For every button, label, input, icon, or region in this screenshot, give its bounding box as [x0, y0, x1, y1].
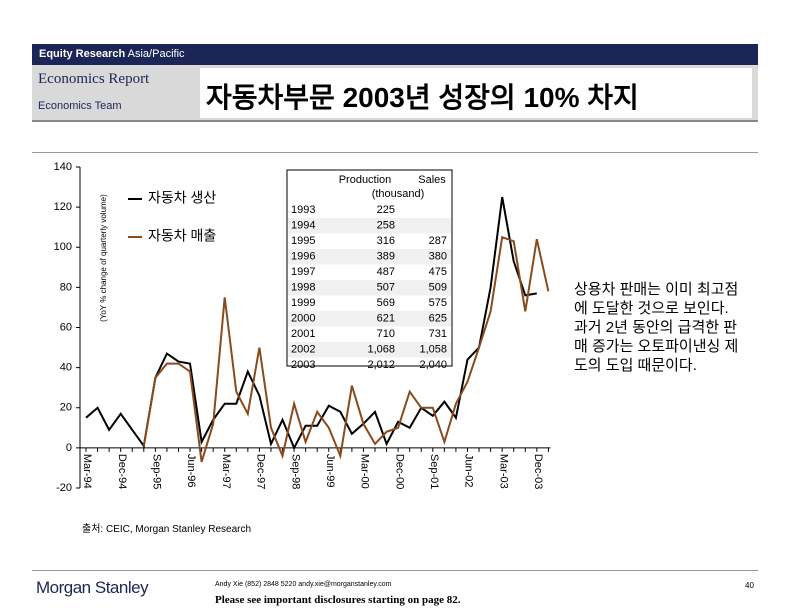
table-cell: 1998	[291, 281, 315, 293]
table-cell: 625	[429, 312, 447, 324]
table-cell: 731	[429, 328, 447, 340]
table-header: (thousand)	[372, 188, 425, 200]
x-tick-label: Mar-97	[220, 454, 232, 489]
legend-label: 자동차 생산	[148, 190, 216, 206]
page-title: 자동차부문 2003년 성장의 10% 차지	[206, 82, 639, 113]
y-tick-label: 100	[54, 241, 72, 253]
table-cell: 380	[429, 250, 447, 262]
table-cell: 225	[377, 204, 395, 216]
table-cell: 507	[377, 281, 395, 293]
division: Equity Research	[39, 48, 126, 60]
table-row-bg	[288, 342, 451, 358]
logo: Morgan Stanley	[36, 578, 149, 597]
y-tick-label: 120	[54, 201, 72, 213]
source: 출처: CEIC, Morgan Stanley Research	[82, 524, 252, 535]
x-tick-label: Mar-94	[81, 454, 93, 489]
x-tick-label: Sep-01	[428, 454, 440, 489]
commentary: 상용차 판매는 이미 최고점에 도달한 것으로 보인다. 과거 2년 동안의 급…	[574, 281, 739, 374]
report-name: Economics Report	[38, 71, 150, 87]
x-tick-label: Dec-94	[116, 454, 128, 489]
y-tick-label: 40	[60, 362, 72, 374]
y-tick-label: 0	[66, 442, 72, 454]
table-cell: 389	[377, 250, 395, 262]
y-tick-label: 140	[54, 161, 72, 173]
x-tick-label: Mar-03	[497, 454, 509, 489]
division-line: Equity Research Asia/Pacific	[39, 48, 185, 60]
title-box	[200, 68, 752, 118]
table-row-bg	[288, 249, 451, 265]
table-cell: 1999	[291, 297, 315, 309]
contact: Andy Xie (852) 2848 5220 andy.xie@morgan…	[215, 581, 392, 588]
series-line	[142, 235, 550, 463]
table-cell: 1993	[291, 204, 315, 216]
y-tick-label: 80	[60, 281, 72, 293]
table-cell: 2,040	[419, 359, 447, 371]
table-row-bg	[288, 311, 451, 327]
x-tick-label: Jun-99	[324, 454, 336, 488]
table-row-bg	[288, 218, 451, 234]
table-header: Production	[339, 174, 392, 186]
table-cell: 475	[429, 266, 447, 278]
table-cell: 258	[377, 219, 395, 231]
y-tick-label: 20	[60, 402, 72, 414]
x-tick-label: Jun-96	[185, 454, 197, 488]
table-cell: 569	[377, 297, 395, 309]
header-rule	[32, 120, 758, 122]
table-header: Sales	[418, 174, 446, 186]
table-cell: 2001	[291, 328, 315, 340]
table-cell: 1,068	[367, 343, 395, 355]
table-row-bg	[288, 280, 451, 296]
region: Asia/Pacific	[127, 48, 185, 60]
disclosure: Please see important disclosures startin…	[215, 594, 461, 606]
x-tick-label: Mar-00	[359, 454, 371, 489]
team: Economics Team	[38, 100, 122, 112]
table-cell: 710	[377, 328, 395, 340]
x-tick-label: Dec-97	[255, 454, 267, 489]
table-cell: 287	[429, 235, 447, 247]
legend-label: 자동차 매출	[148, 228, 216, 244]
table-cell: 1994	[291, 219, 315, 231]
x-tick-label: Sep-95	[151, 454, 163, 489]
table-cell: 316	[377, 235, 395, 247]
footer-rule	[32, 570, 758, 571]
table-box	[286, 169, 453, 367]
y-tick-label: -20	[56, 482, 72, 494]
table-cell: 509	[429, 281, 447, 293]
x-tick-label: Sep-98	[289, 454, 301, 489]
table-cell: 1,058	[419, 343, 447, 355]
x-tick-label: Jun-02	[463, 454, 475, 488]
table-cell: 2002	[291, 343, 315, 355]
table-cell: 2000	[291, 312, 315, 324]
table-cell: 2,012	[367, 359, 395, 371]
page-number: 40	[745, 581, 754, 590]
table-cell: 1996	[291, 250, 315, 262]
x-tick-label: Dec-00	[393, 454, 405, 489]
table-cell: 621	[377, 312, 395, 324]
x-tick-label: Dec-03	[532, 454, 544, 489]
table-cell: 2003	[291, 359, 315, 371]
table-cell: 487	[377, 266, 395, 278]
y-axis-label: (YoY % change of quarterly volume)	[99, 194, 108, 322]
y-tick-label: 60	[60, 321, 72, 333]
table-cell: 1997	[291, 266, 315, 278]
header-band	[32, 44, 758, 65]
table-cell: 1995	[291, 235, 315, 247]
chart-rule	[32, 152, 758, 153]
table-cell: 575	[429, 297, 447, 309]
